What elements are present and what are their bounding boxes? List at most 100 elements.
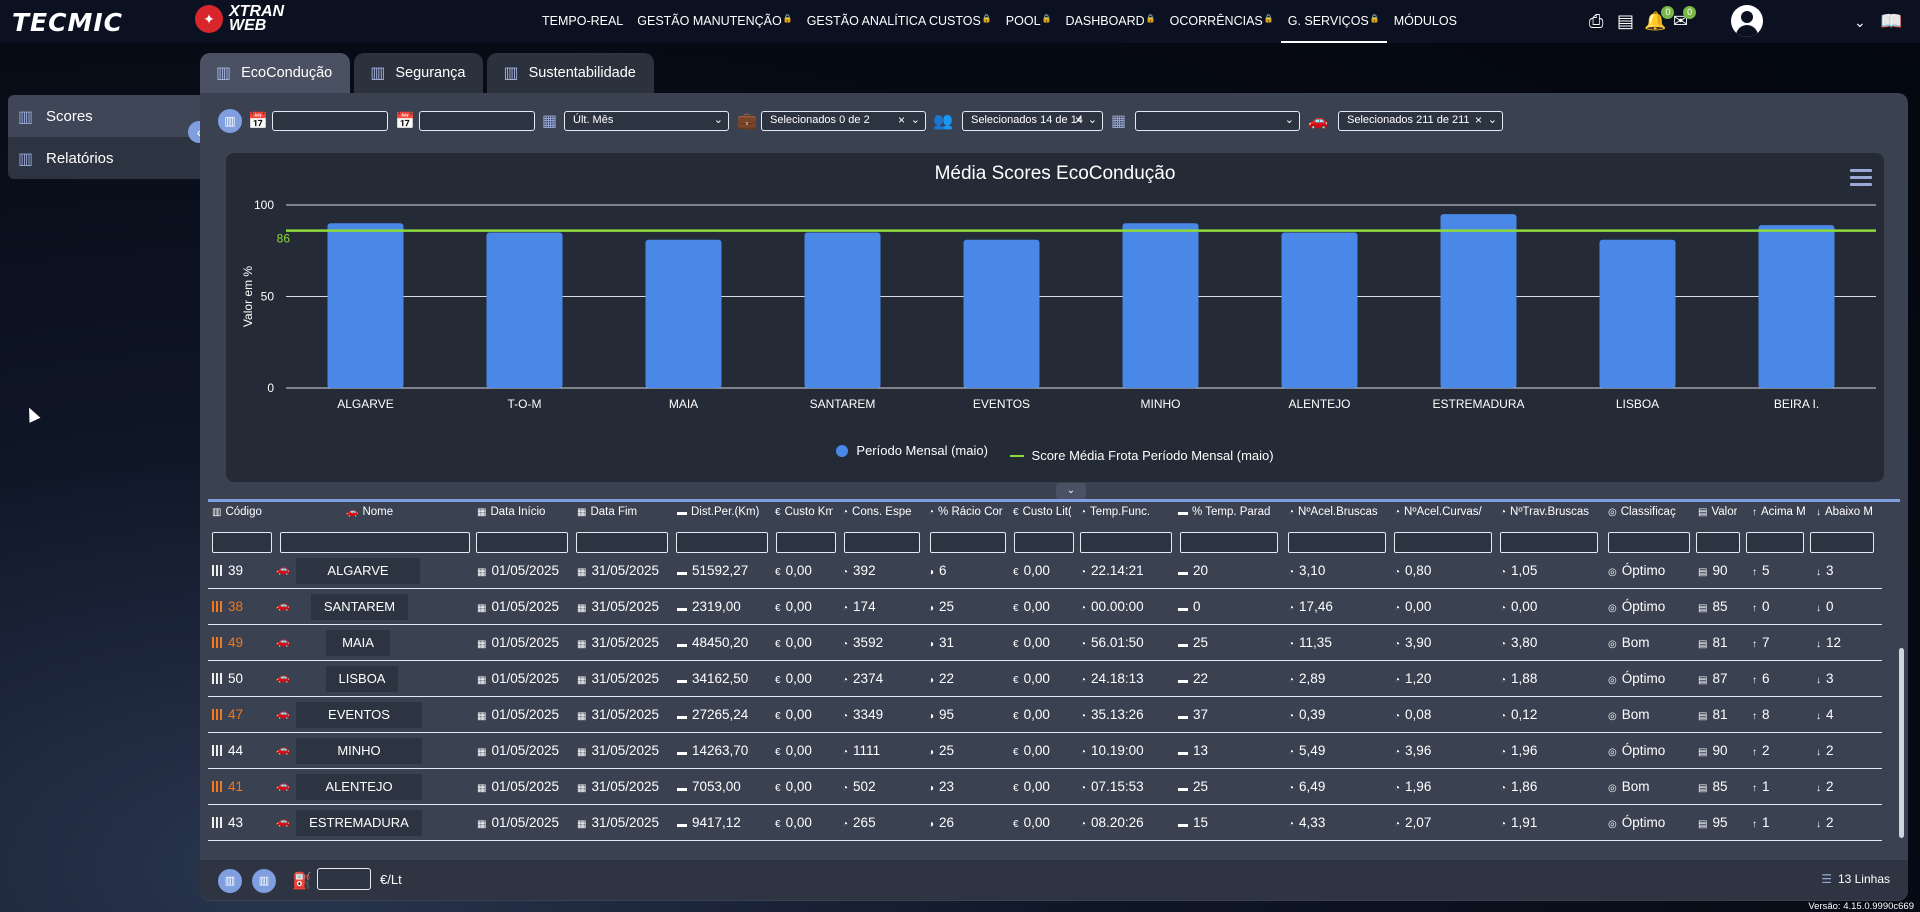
toggle-chart-button[interactable]: ⌄	[1056, 483, 1086, 499]
table-row[interactable]: 49 🚗 MAIA ▦ 01/05/2025 ▦ 31/05/2025 ▬ 48450,20 €0…	[208, 625, 1882, 661]
column-header[interactable]: ▬ % Temp. Parad	[1178, 506, 1270, 518]
bar-chart-icon[interactable]	[212, 565, 222, 576]
document-globe-icon[interactable]: ⎙	[1589, 11, 1604, 31]
menu-item-1[interactable]: GESTÃO MANUTENÇÃO🔒	[630, 0, 799, 43]
column-header[interactable]: ◔ Temp.Func.	[1080, 506, 1150, 518]
bar	[486, 232, 563, 388]
column-filter-input[interactable]	[844, 532, 920, 553]
column-filter-input[interactable]	[1180, 532, 1278, 553]
column-header[interactable]: € Custo Km	[775, 506, 833, 518]
column-header[interactable]: ▦ Data Início	[477, 506, 545, 518]
table-row[interactable]: 44 🚗 MINHO ▦ 01/05/2025 ▦ 31/05/2025 ▬ 14263,70 €…	[208, 733, 1882, 769]
end-date-input[interactable]	[419, 111, 535, 131]
group3-select[interactable]: ⌄	[1135, 111, 1300, 131]
export-icon[interactable]: ▥	[218, 869, 242, 893]
cell-icon: ◎	[1608, 675, 1617, 686]
column-header[interactable]: ↑ Acima M	[1752, 506, 1806, 518]
sidebar-item-relatorios[interactable]: ▥ Relatórios	[8, 137, 200, 179]
column-header[interactable]: ◎ Classificaç	[1608, 506, 1676, 518]
column-header[interactable]: ◔% Rácio Cor	[928, 506, 1003, 518]
column-filter-input[interactable]	[1746, 532, 1804, 553]
column-header[interactable]: ▤ Valor	[1698, 506, 1737, 518]
column-filter-input[interactable]	[676, 532, 768, 553]
tecmic-logo[interactable]: TECMIC	[12, 8, 124, 37]
column-filter-input[interactable]	[1500, 532, 1598, 553]
table-row[interactable]: 47 🚗 EVENTOS ▦ 01/05/2025 ▦ 31/05/2025 ▬ 27265,2…	[208, 697, 1882, 733]
column-filter-input[interactable]	[776, 532, 836, 553]
clear-icon[interactable]: ×	[1074, 113, 1082, 127]
column-header[interactable]: ◔ NºTrav.Bruscas	[1500, 506, 1589, 518]
table-row[interactable]: 50 🚗 LISBOA ▦ 01/05/2025 ▦ 31/05/2025 ▬ 34162,50…	[208, 661, 1882, 697]
column-header[interactable]: ↓ Abaixo M	[1816, 506, 1873, 518]
column-filter-input[interactable]	[1696, 532, 1740, 553]
sidebar-item-scores[interactable]: ▥ Scores	[8, 95, 200, 137]
tab-sustentabilidade[interactable]: ▥ Sustentabilidade	[487, 53, 654, 93]
cell-abaixo: ↓ 2	[1816, 815, 1834, 830]
table-scrollbar[interactable]	[1899, 648, 1904, 838]
chevron-down-icon[interactable]: ⌄	[1854, 14, 1866, 30]
column-header[interactable]: ◔ NºAcel.Bruscas	[1288, 506, 1378, 518]
avatar[interactable]	[1731, 5, 1763, 37]
cell-value: 38	[228, 599, 244, 614]
cell-icon: ◑	[928, 783, 935, 794]
column-header[interactable]: ▥ Código	[212, 506, 262, 518]
chart-settings-icon[interactable]: ▥	[218, 109, 242, 133]
column-header[interactable]: ◔ NºAcel.Curvas/	[1394, 506, 1482, 518]
bell-icon[interactable]: 🔔 0	[1644, 6, 1675, 32]
column-filter-input[interactable]	[1014, 532, 1074, 553]
column-header[interactable]: € Custo Lit(	[1013, 506, 1071, 518]
group4-select[interactable]: Selecionados 211 de 211 × ⌄	[1338, 111, 1503, 131]
bar-chart-icon[interactable]	[212, 709, 222, 720]
chart-menu-icon[interactable]	[1850, 169, 1872, 190]
column-header[interactable]: ◔ Cons. Espe	[842, 506, 912, 518]
tab-ecoconducao[interactable]: ▥ EcoCondução	[200, 53, 351, 93]
bar-chart-icon[interactable]	[212, 817, 222, 828]
menu-item-4[interactable]: DASHBOARD🔒	[1059, 0, 1163, 43]
table-row[interactable]: 41 🚗 ALENTEJO ▦ 01/05/2025 ▦ 31/05/2025 ▬ 7053,0…	[208, 769, 1882, 805]
bar-chart-icon[interactable]	[212, 601, 222, 612]
column-filter-input[interactable]	[476, 532, 568, 553]
column-filter-input[interactable]	[1080, 532, 1172, 553]
cell-icon: ◔	[842, 675, 849, 686]
clear-icon[interactable]: ×	[1474, 113, 1482, 127]
column-filter-input[interactable]	[280, 532, 470, 553]
start-date-input[interactable]	[272, 111, 388, 131]
fuel-price-input[interactable]	[317, 868, 371, 890]
menu-item-2[interactable]: GESTÃO ANALÍTICA CUSTOS🔒	[800, 0, 999, 43]
mail-icon[interactable]: ✉ 0	[1673, 6, 1697, 32]
xtran-web-logo[interactable]: ✦ XTRAN WEB	[195, 4, 284, 34]
document-icon[interactable]: ▤	[1617, 11, 1635, 31]
legend-item-reference[interactable]: Score Média Frota Período Mensal (maio)	[1009, 448, 1274, 463]
menu-item-6[interactable]: G. SERVIÇOS🔒	[1280, 0, 1387, 43]
menu-item-7[interactable]: MÓDULOS	[1387, 0, 1464, 43]
menu-item-5[interactable]: OCORRÊNCIAS🔒	[1163, 0, 1281, 43]
table-row[interactable]: 39 🚗 ALGARVE ▦ 01/05/2025 ▦ 31/05/2025 ▬ 51592,2…	[208, 553, 1882, 589]
period-select[interactable]: Últ. Mês ⌄	[564, 111, 729, 131]
bar-chart-icon[interactable]	[212, 781, 222, 792]
bar-chart-icon[interactable]	[212, 673, 222, 684]
table-row[interactable]: 43 🚗 ESTREMADURA ▦ 01/05/2025 ▦ 31/05/2025 ▬ 941…	[208, 805, 1882, 841]
chart-settings-icon[interactable]: ▥	[252, 869, 276, 893]
x-tick-label: EVENTOS	[973, 397, 1030, 411]
bar-chart-icon[interactable]	[212, 745, 222, 756]
column-header[interactable]: 🚗 Nome	[346, 506, 393, 518]
column-filter-input[interactable]	[1394, 532, 1492, 553]
column-header[interactable]: ▬ Dist.Per.(Km)	[677, 506, 759, 518]
menu-item-0[interactable]: TEMPO-REAL	[535, 0, 630, 43]
column-filter-input[interactable]	[576, 532, 668, 553]
book-icon[interactable]: 📖	[1880, 11, 1903, 31]
bar-chart-icon[interactable]	[212, 637, 222, 648]
menu-item-3[interactable]: POOL🔒	[999, 0, 1059, 43]
tab-seguranca[interactable]: ▥ Segurança	[354, 53, 484, 93]
column-filter-input[interactable]	[930, 532, 1006, 553]
column-filter-input[interactable]	[1810, 532, 1874, 553]
group1-select[interactable]: Selecionados 0 de 2 × ⌄	[761, 111, 926, 131]
table-row[interactable]: 38 🚗 SANTAREM ▦ 01/05/2025 ▦ 31/05/2025 ▬ 2319,0…	[208, 589, 1882, 625]
column-filter-input[interactable]	[212, 532, 272, 553]
column-filter-input[interactable]	[1288, 532, 1386, 553]
column-header[interactable]: ▦ Data Fim	[577, 506, 637, 518]
group2-select[interactable]: Selecionados 14 de 14 × ⌄	[962, 111, 1103, 131]
column-filter-input[interactable]	[1608, 532, 1690, 553]
clear-icon[interactable]: ×	[897, 113, 905, 127]
legend-item-series[interactable]: Período Mensal (maio)	[836, 443, 988, 458]
